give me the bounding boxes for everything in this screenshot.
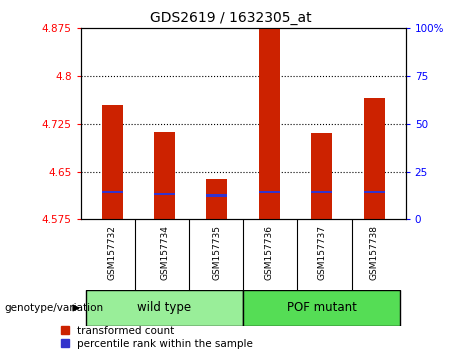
Bar <box>154 193 175 195</box>
Legend: transformed count, percentile rank within the sample: transformed count, percentile rank withi… <box>60 326 253 349</box>
Bar <box>243 290 401 326</box>
Text: GSM157738: GSM157738 <box>370 225 379 280</box>
Bar <box>311 133 332 219</box>
Bar <box>207 179 227 219</box>
Bar <box>154 132 175 219</box>
Text: GSM157734: GSM157734 <box>160 225 169 280</box>
Text: GDS2619 / 1632305_at: GDS2619 / 1632305_at <box>150 11 311 25</box>
Text: GSM157732: GSM157732 <box>107 225 117 280</box>
Bar <box>86 290 243 326</box>
Text: GSM157735: GSM157735 <box>213 225 221 280</box>
Bar <box>101 105 123 219</box>
Text: GSM157736: GSM157736 <box>265 225 274 280</box>
Text: wild type: wild type <box>137 302 192 314</box>
Text: POF mutant: POF mutant <box>287 302 357 314</box>
Bar <box>207 194 227 196</box>
Bar <box>101 191 123 193</box>
Bar <box>259 191 280 193</box>
Text: GSM157737: GSM157737 <box>317 225 326 280</box>
Bar <box>311 191 332 193</box>
Bar <box>364 98 385 219</box>
Bar <box>364 191 385 193</box>
Text: genotype/variation: genotype/variation <box>5 303 104 313</box>
Bar <box>259 28 280 219</box>
